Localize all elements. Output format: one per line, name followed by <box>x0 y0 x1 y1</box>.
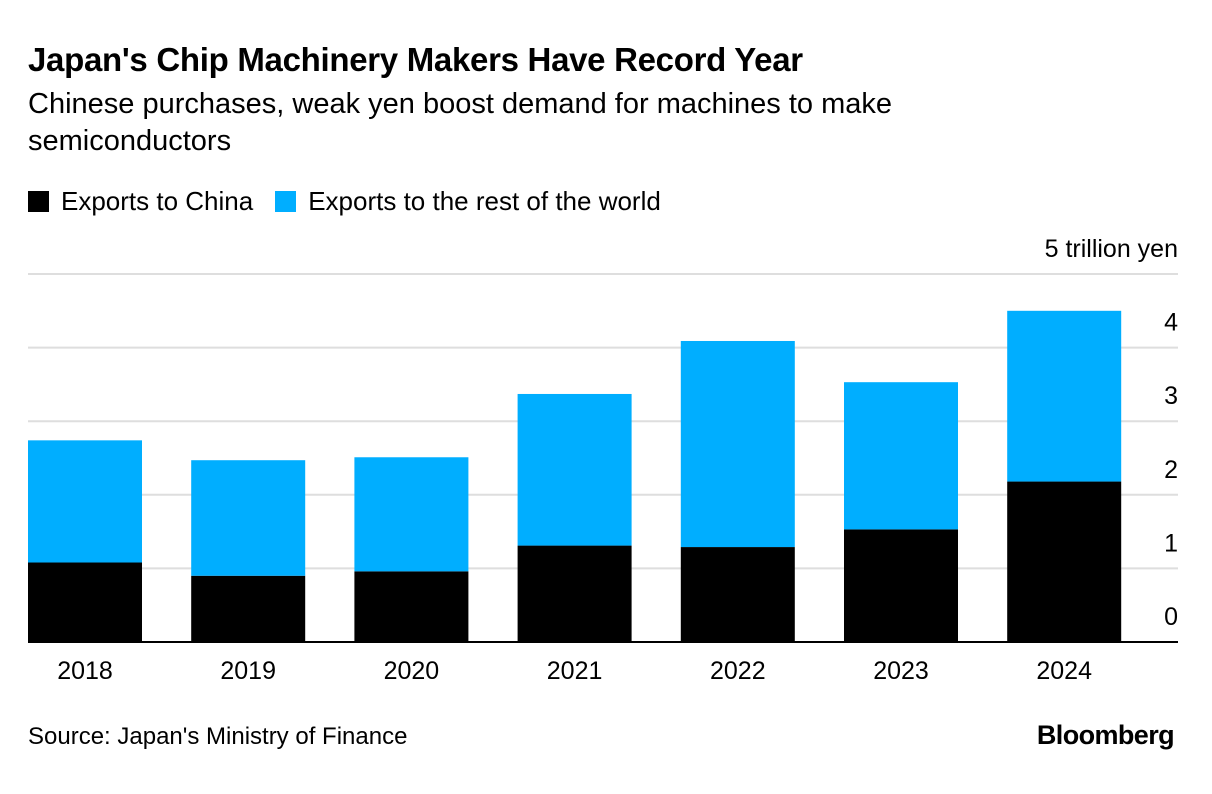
x-tick-label-2019: 2019 <box>220 657 276 685</box>
legend-label-rest-of-world: Exports to the rest of the world <box>308 186 661 216</box>
x-tick-label-2018: 2018 <box>57 657 113 685</box>
bar-rest-of-world-2021 <box>517 393 632 546</box>
bar-china-2019 <box>191 575 306 642</box>
bar-rest-of-world-2024 <box>1007 310 1122 482</box>
bloomberg-logo: Bloomberg <box>1036 720 1175 750</box>
bar-china-2021 <box>517 545 632 642</box>
y-tick-label-0: 0 <box>1164 603 1178 631</box>
x-tick-label-2024: 2024 <box>1036 657 1092 685</box>
legend-swatch-china <box>28 190 49 212</box>
x-tick-label-2023: 2023 <box>873 657 929 685</box>
bar-china-2018 <box>28 562 142 642</box>
x-tick-label-2020: 2020 <box>384 657 440 685</box>
bar-china-2024 <box>1007 481 1122 642</box>
y-unit-label: 5 trillion yen <box>1045 235 1178 263</box>
source-note: Source: Japan's Ministry of Finance <box>28 723 408 750</box>
legend-swatch-rest-of-world <box>275 190 297 212</box>
legend-item-rest-of-world: Exports to the rest of the world <box>275 185 661 217</box>
y-tick-label-2: 2 <box>1164 456 1178 484</box>
bar-rest-of-world-2020 <box>354 457 469 572</box>
bar-rest-of-world-2022 <box>680 340 795 548</box>
legend-item-china: Exports to China <box>28 185 253 217</box>
legend-label-china: Exports to China <box>61 186 254 216</box>
bar-china-2020 <box>354 571 469 642</box>
legend: Exports to China Exports to the rest of … <box>28 185 683 217</box>
x-tick-label-2021: 2021 <box>547 657 603 685</box>
chart-subtitle: Chinese purchases, weak yen boost demand… <box>28 88 893 157</box>
chart-title: Japan's Chip Machinery Makers Have Recor… <box>28 41 803 78</box>
axes: 0 1 2 3 4 5 trillion yen 2018 2019 2020 2021 2022 2… <box>28 235 1178 685</box>
bar-rest-of-world-2019 <box>191 460 306 576</box>
y-tick-label-4: 4 <box>1164 309 1178 337</box>
bar-china-2023 <box>844 529 958 642</box>
bars <box>28 310 1122 642</box>
x-tick-label-2022: 2022 <box>710 657 766 685</box>
y-tick-label-1: 1 <box>1164 529 1178 557</box>
bar-rest-of-world-2018 <box>28 440 142 563</box>
bar-china-2022 <box>680 547 795 642</box>
bar-rest-of-world-2023 <box>844 382 958 530</box>
y-tick-label-3: 3 <box>1164 382 1178 410</box>
